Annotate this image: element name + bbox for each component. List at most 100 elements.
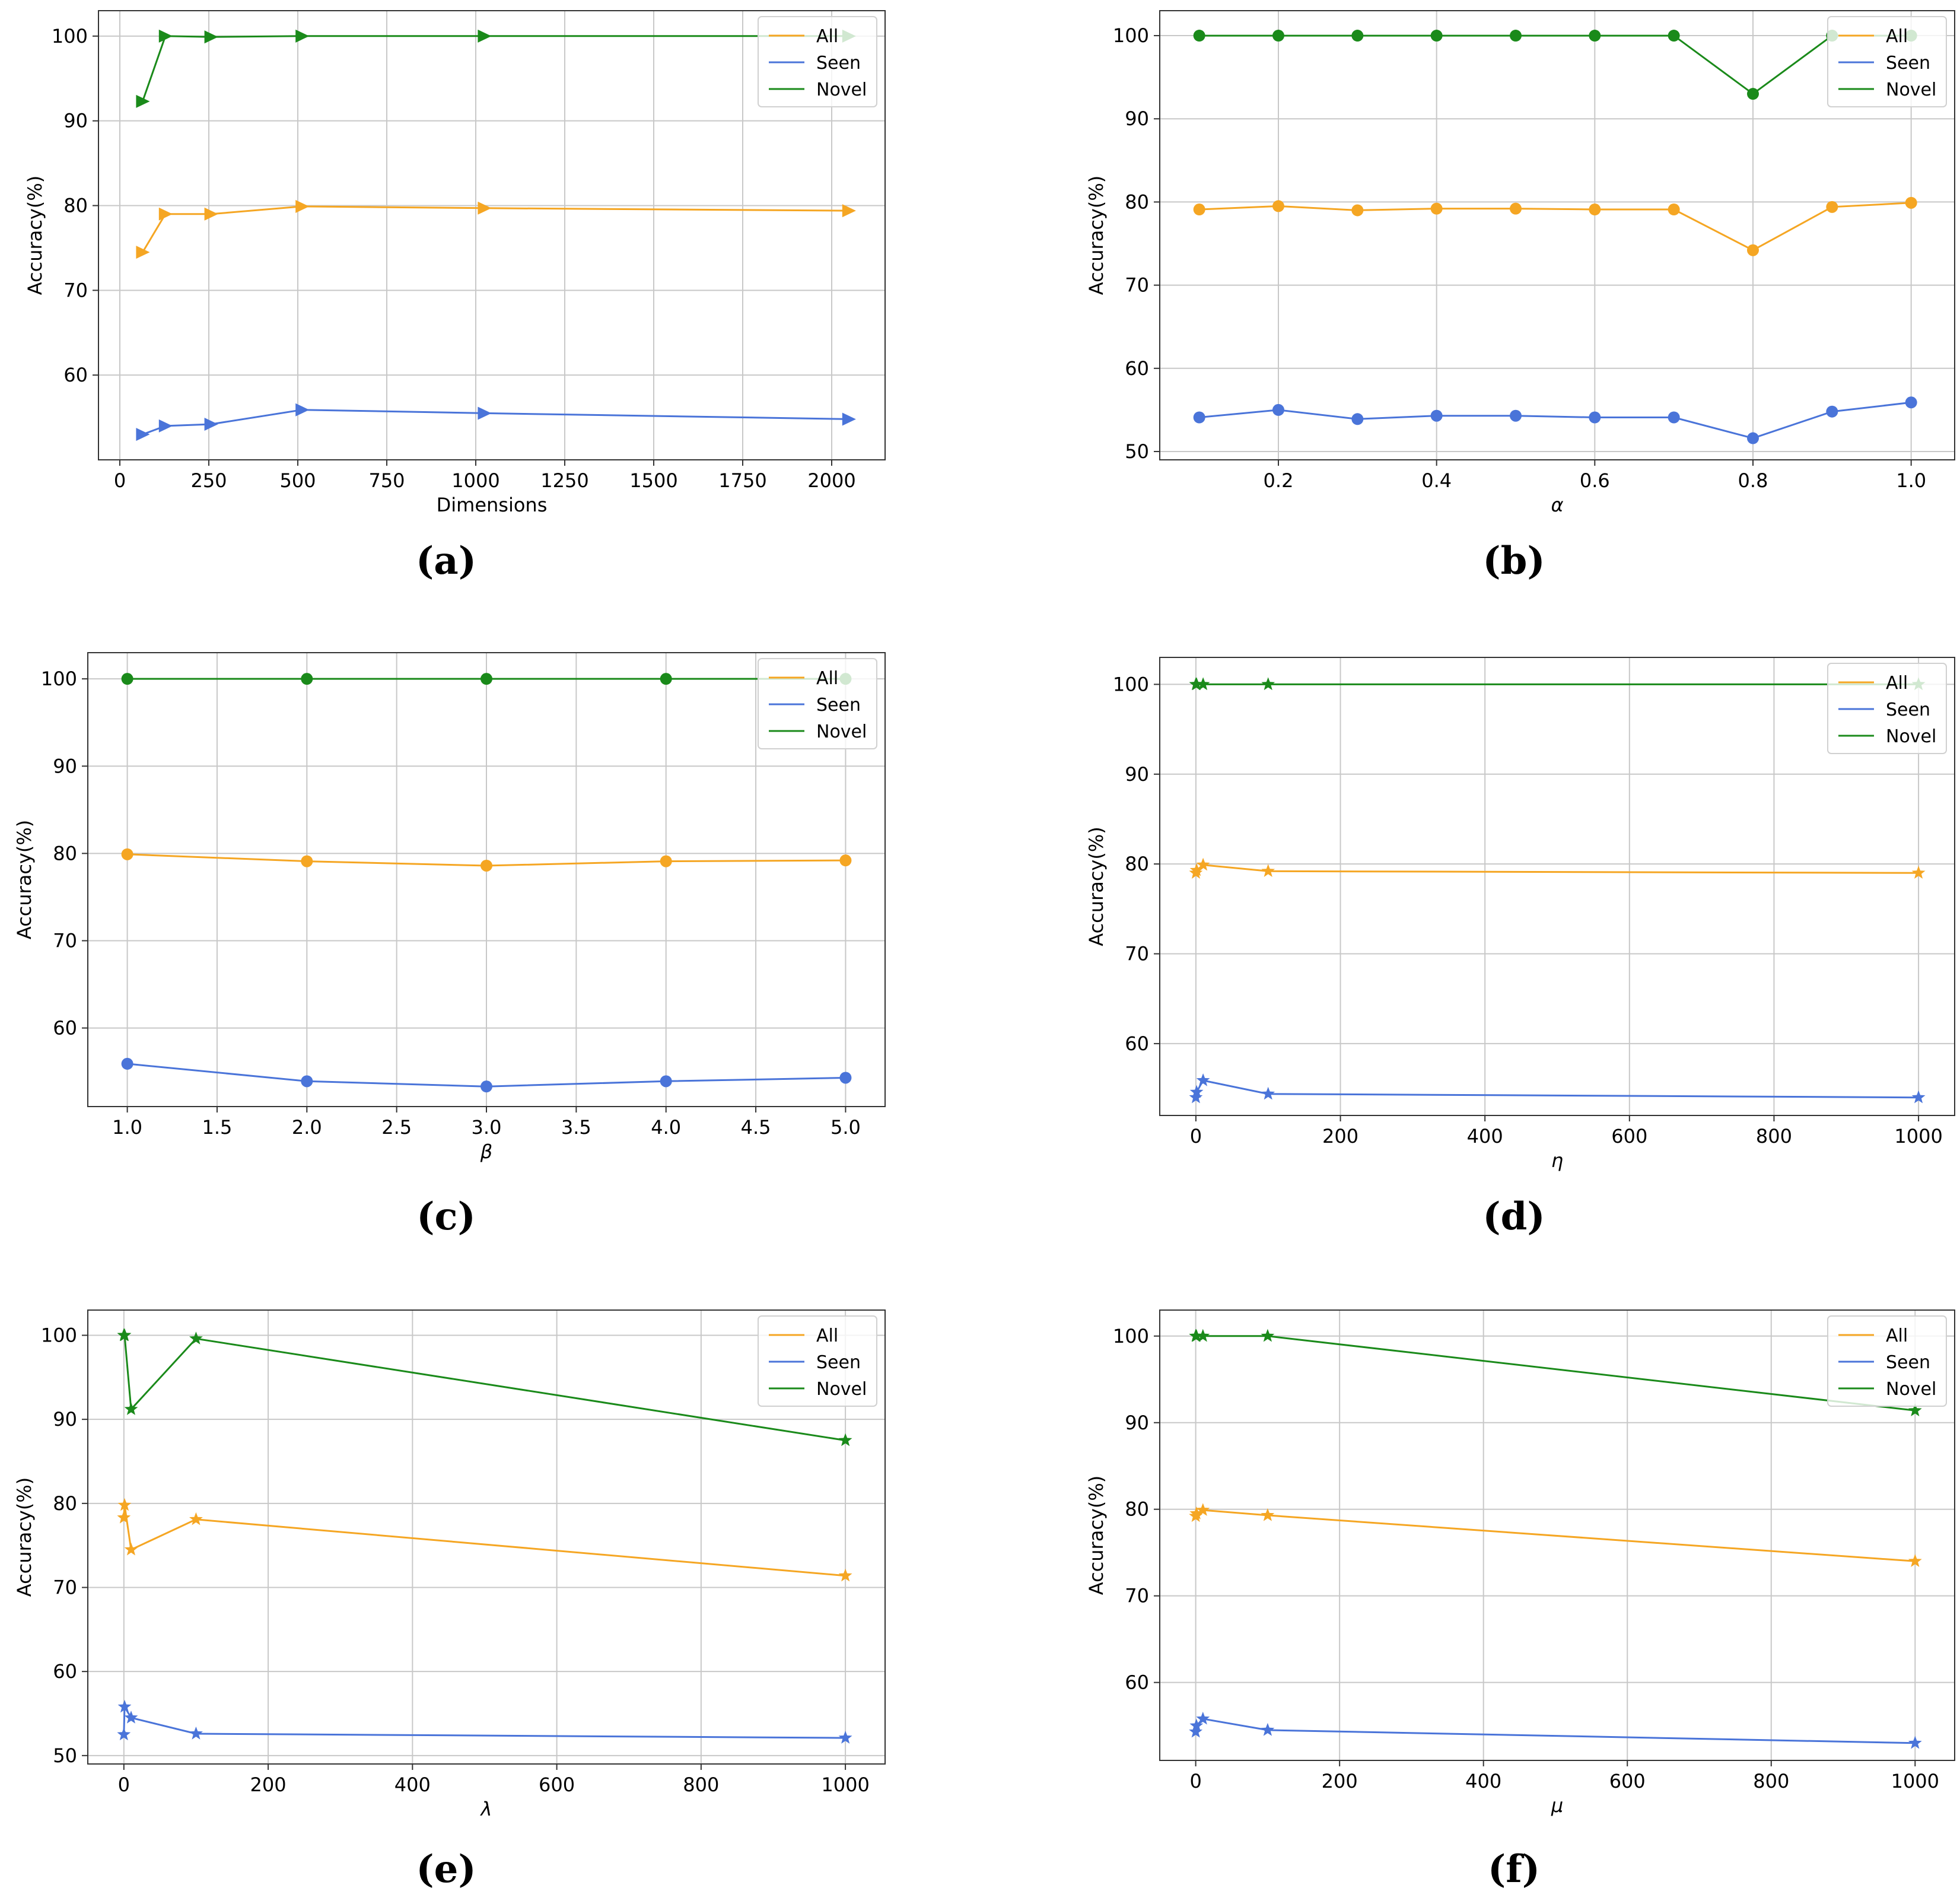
x-tick-label: 400 — [394, 1773, 431, 1796]
data-point-seen — [301, 1075, 313, 1088]
data-point-seen — [842, 412, 856, 426]
series-line-seen — [1195, 1079, 1919, 1099]
series-line-novel — [141, 35, 849, 102]
legend-label-seen: Seen — [1886, 700, 1930, 720]
x-tick-label: 0 — [1189, 1770, 1201, 1792]
data-point-seen — [1196, 1711, 1210, 1725]
chart-f: 0 200 400 600 800 1000 60 70 80 90 100 μ Accuracy(%)… — [1085, 1309, 1955, 1892]
data-point-seen — [1589, 411, 1601, 424]
legend-label-all: All — [816, 668, 838, 689]
data-point-seen — [1193, 411, 1205, 424]
x-tick-label: 3.0 — [472, 1116, 502, 1139]
data-point-seen — [158, 419, 173, 433]
y-tick-label: 90 — [1125, 763, 1149, 786]
x-axis-label: Dimensions — [437, 494, 548, 516]
x-tick-label: 1750 — [718, 469, 766, 492]
legend-label-all: All — [1886, 673, 1908, 694]
data-point-novel — [136, 94, 150, 108]
x-tick-label: 0.2 — [1264, 469, 1294, 492]
x-tick-label: 800 — [683, 1773, 719, 1796]
panel-caption: (e) — [416, 1847, 476, 1892]
x-tick-label: 0.6 — [1580, 469, 1610, 492]
data-point-seen — [1668, 411, 1680, 424]
data-point-all — [1668, 204, 1680, 216]
x-tick-label: 400 — [1465, 1770, 1501, 1792]
x-tick-label: 1000 — [451, 469, 499, 492]
x-tick-label: 400 — [1467, 1125, 1503, 1148]
data-point-novel — [1196, 677, 1210, 691]
data-point-seen — [1261, 1086, 1275, 1100]
data-point-seen — [117, 1699, 132, 1713]
y-tick-label: 100 — [1113, 24, 1149, 47]
data-point-all — [1189, 1506, 1204, 1520]
legend-label-seen: Seen — [816, 695, 861, 716]
data-point-all — [1196, 857, 1210, 871]
data-point-novel — [301, 673, 313, 685]
data-point-all — [117, 1510, 131, 1524]
series-line-novel — [1199, 34, 1911, 96]
data-point-all — [1430, 202, 1443, 215]
x-tick-label: 0 — [1190, 1125, 1202, 1148]
data-point-all — [839, 854, 852, 867]
data-point-all — [204, 207, 218, 221]
y-tick-label: 90 — [1125, 107, 1149, 130]
data-point-all — [158, 207, 173, 221]
x-tick-label: 1250 — [540, 469, 588, 492]
data-point-seen — [1189, 1724, 1203, 1738]
data-point-novel — [295, 29, 310, 43]
y-tick-label: 70 — [53, 1576, 77, 1599]
y-tick-label: 100 — [41, 667, 77, 690]
data-point-novel — [1193, 30, 1205, 42]
x-axis-label: η — [1551, 1149, 1563, 1172]
data-point-novel — [1430, 30, 1443, 42]
y-tick-label: 80 — [53, 842, 77, 864]
chart-c: 1.0 1.5 2.0 2.5 3.0 3.5 4.0 4.5 5.0 60 70 80 90 100 β A… — [13, 652, 886, 1239]
data-point-all — [478, 201, 492, 215]
y-axis-label: Accuracy(%) — [1085, 827, 1108, 946]
data-point-seen — [481, 1080, 492, 1093]
legend-box — [1827, 663, 1947, 754]
x-tick-label: 1500 — [629, 469, 677, 492]
legend-label-novel: Novel — [816, 721, 867, 742]
data-point-seen — [204, 418, 218, 431]
data-point-seen — [1189, 1085, 1204, 1098]
x-tick-label: 800 — [1753, 1770, 1789, 1792]
data-point-all — [121, 848, 133, 860]
legend-label-novel: Novel — [1886, 726, 1936, 747]
legend-box — [1827, 16, 1947, 107]
legend-box — [758, 658, 877, 749]
y-tick-label: 90 — [53, 755, 77, 777]
x-tick-label: 1.0 — [112, 1116, 142, 1139]
legend-box — [758, 16, 877, 107]
data-point-seen — [839, 1072, 852, 1084]
y-tick-label: 60 — [1125, 1671, 1149, 1694]
x-tick-label: 800 — [1756, 1125, 1792, 1148]
chart-e: 0 200 400 600 800 1000 50 60 70 80 90 100 λ Accuracy(… — [13, 1309, 886, 1892]
data-point-seen — [1911, 1090, 1926, 1104]
data-point-all — [124, 1542, 138, 1556]
data-point-novel — [1351, 30, 1364, 42]
x-tick-label: 4.5 — [741, 1116, 771, 1139]
plot-frame — [98, 10, 886, 460]
data-point-seen — [121, 1057, 133, 1070]
data-point-seen — [1189, 1718, 1204, 1732]
y-tick-label: 60 — [53, 1017, 77, 1040]
data-point-seen — [1261, 1722, 1275, 1736]
y-tick-label: 50 — [1125, 440, 1149, 463]
data-point-seen — [660, 1075, 672, 1088]
data-point-novel — [158, 29, 173, 43]
legend-label-novel: Novel — [1886, 1379, 1936, 1400]
x-axis-label: λ — [480, 1798, 492, 1820]
y-tick-label: 80 — [63, 195, 88, 217]
y-tick-label: 60 — [1125, 1032, 1149, 1055]
panel-caption: (f) — [1488, 1847, 1540, 1892]
x-axis-label: μ — [1551, 1794, 1563, 1817]
data-point-novel — [1189, 1328, 1204, 1342]
y-tick-label: 100 — [52, 25, 88, 47]
y-tick-label: 60 — [53, 1660, 77, 1683]
plot-frame — [87, 1309, 886, 1765]
data-point-all — [1589, 204, 1601, 216]
data-point-all — [295, 199, 310, 213]
data-point-all — [1905, 196, 1917, 209]
data-point-novel — [1668, 30, 1680, 42]
